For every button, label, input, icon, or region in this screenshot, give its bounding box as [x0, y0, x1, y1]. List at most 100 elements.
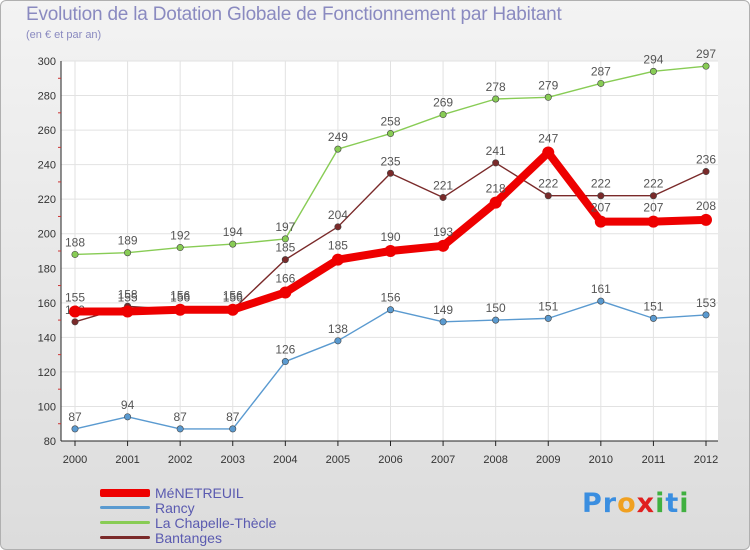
- legend-swatch: [100, 489, 150, 497]
- legend-label: La Chapelle-Thècle: [155, 515, 277, 531]
- data-point: [439, 318, 447, 326]
- data-label: 193: [433, 225, 453, 239]
- data-point: [597, 297, 605, 305]
- legend-swatch: [100, 521, 150, 524]
- data-point: [334, 337, 342, 345]
- data-point: [649, 192, 657, 200]
- data-label: 185: [275, 241, 295, 255]
- data-label: 156: [170, 291, 190, 305]
- x-tick-label: 2004: [273, 454, 297, 466]
- data-point: [544, 314, 552, 322]
- data-label: 241: [486, 144, 506, 158]
- data-label: 94: [121, 398, 135, 412]
- data-point: [71, 318, 79, 326]
- data-label: 258: [380, 115, 400, 129]
- legend-swatch: [100, 536, 150, 539]
- y-tick-label: 180: [38, 263, 56, 275]
- data-label: 221: [433, 178, 453, 192]
- data-label: 190: [380, 230, 400, 244]
- data-point: [702, 62, 710, 70]
- data-point: [281, 256, 289, 264]
- data-point: [597, 192, 605, 200]
- logo-part: i: [655, 488, 666, 519]
- x-tick-label: 2006: [378, 454, 402, 466]
- data-point: [124, 249, 132, 257]
- data-label: 156: [380, 291, 400, 305]
- data-point: [492, 95, 500, 103]
- legend-label: Rancy: [155, 500, 195, 516]
- data-label: 126: [275, 343, 295, 357]
- data-label: 151: [538, 299, 558, 313]
- data-point: [281, 235, 289, 243]
- data-label: 189: [118, 234, 138, 248]
- x-tick-label: 2005: [326, 454, 350, 466]
- x-tick-label: 2003: [221, 454, 245, 466]
- data-label: 249: [328, 130, 348, 144]
- data-point: [542, 146, 555, 159]
- data-point: [121, 305, 134, 318]
- data-point: [69, 305, 81, 318]
- data-point: [229, 240, 237, 248]
- data-label: 155: [118, 290, 138, 304]
- data-point: [492, 316, 500, 324]
- x-tick-label: 2002: [168, 454, 192, 466]
- data-label: 247: [538, 132, 558, 146]
- data-label: 207: [643, 201, 663, 215]
- data-label: 161: [591, 282, 611, 296]
- data-label: 149: [433, 303, 453, 317]
- data-point: [544, 93, 552, 101]
- x-tick-label: 2012: [694, 454, 718, 466]
- y-tick-label: 140: [38, 332, 56, 344]
- data-point: [702, 311, 710, 319]
- logo-part: x: [636, 488, 656, 519]
- data-point: [544, 192, 552, 200]
- data-label: 155: [65, 290, 85, 304]
- data-point: [334, 223, 342, 231]
- data-label: 222: [538, 177, 558, 191]
- data-point: [176, 244, 184, 252]
- data-label: 218: [486, 182, 506, 196]
- data-label: 188: [65, 235, 85, 249]
- data-point: [439, 111, 447, 119]
- data-label: 87: [68, 410, 82, 424]
- y-tick-label: 300: [38, 56, 56, 68]
- data-label: 138: [328, 322, 348, 336]
- data-label: 192: [170, 229, 190, 243]
- legend-label: MéNETREUIL: [155, 485, 244, 501]
- y-tick-label: 200: [38, 229, 56, 241]
- data-label: 287: [591, 64, 611, 78]
- data-point: [649, 67, 657, 75]
- data-label: 158: [118, 287, 138, 301]
- data-label: 208: [696, 199, 716, 213]
- x-tick-label: 2008: [483, 454, 507, 466]
- data-point: [281, 358, 289, 366]
- y-tick-label: 100: [38, 401, 56, 413]
- x-tick-label: 2007: [431, 454, 455, 466]
- data-label: 236: [696, 153, 716, 167]
- data-label: 87: [173, 410, 187, 424]
- data-point: [174, 303, 187, 316]
- y-tick-label: 240: [38, 160, 56, 172]
- data-point: [384, 245, 397, 257]
- data-point: [649, 314, 657, 322]
- y-tick-label: 80: [44, 436, 56, 448]
- data-point: [334, 145, 342, 153]
- data-point: [492, 159, 500, 167]
- data-point: [700, 213, 712, 226]
- data-point: [702, 168, 710, 176]
- data-label: 278: [486, 80, 506, 94]
- legend-swatch: [100, 506, 150, 509]
- chart-subtitle: (en € et par an): [26, 29, 102, 41]
- data-label: 204: [328, 208, 348, 222]
- data-point: [124, 413, 132, 421]
- logo-part: t: [665, 488, 680, 519]
- data-label: 151: [643, 299, 663, 313]
- data-label: 156: [223, 291, 243, 305]
- data-label: 222: [591, 177, 611, 191]
- logo-part: o: [617, 488, 637, 519]
- data-label: 166: [275, 271, 295, 285]
- logo-part: Pr: [582, 488, 618, 519]
- data-point: [229, 425, 237, 433]
- x-tick-label: 2000: [63, 454, 87, 466]
